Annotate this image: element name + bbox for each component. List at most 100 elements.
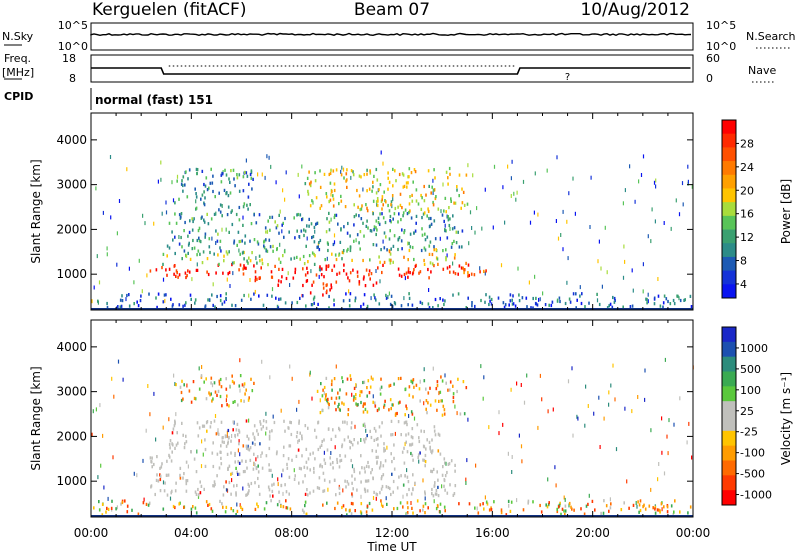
data-cell	[396, 486, 399, 490]
data-cell	[467, 296, 469, 300]
data-cell	[195, 470, 198, 474]
data-cell	[687, 511, 689, 515]
scatter-speck	[254, 289, 256, 294]
data-cell	[382, 263, 384, 267]
data-cell	[479, 503, 482, 507]
data-cell	[296, 213, 298, 217]
scatter-speck	[469, 210, 472, 215]
data-cell	[209, 393, 211, 397]
data-cell	[412, 488, 414, 492]
data-cell	[654, 511, 657, 515]
data-cell	[194, 490, 197, 494]
data-cell	[202, 250, 205, 254]
data-cell	[556, 299, 559, 303]
data-cell	[333, 303, 335, 307]
colorbar-tick-label: 1000	[740, 342, 768, 355]
data-cell	[128, 304, 131, 308]
scatter-speck	[608, 402, 610, 407]
colorbar-tick-label: 20	[740, 184, 754, 197]
scatter-speck	[249, 278, 251, 282]
data-cell	[349, 271, 352, 275]
scatter-speck	[419, 379, 421, 384]
data-cell	[337, 405, 339, 409]
data-cell	[383, 190, 385, 194]
data-cell	[190, 450, 192, 454]
data-cell	[208, 245, 211, 249]
data-cell	[335, 493, 337, 497]
data-cell	[228, 250, 230, 254]
data-cell	[353, 467, 355, 471]
data-cell	[211, 509, 214, 513]
data-cell	[226, 252, 229, 256]
data-cell	[333, 188, 336, 193]
colorbar-swatch	[722, 401, 736, 417]
data-cell	[354, 477, 356, 481]
data-cell	[206, 188, 209, 192]
data-cell	[432, 306, 434, 310]
data-cell	[231, 471, 234, 475]
data-cell	[451, 227, 454, 231]
scatter-speck	[566, 280, 568, 285]
colorbar-swatch	[722, 202, 736, 217]
data-cell	[301, 508, 304, 512]
data-cell	[400, 474, 402, 478]
data-cell	[295, 435, 298, 439]
data-cell	[230, 169, 232, 173]
data-cell	[185, 434, 187, 438]
data-cell	[179, 473, 181, 477]
data-cell	[411, 436, 414, 440]
data-cell	[242, 470, 245, 474]
data-cell	[231, 261, 234, 265]
data-cell	[544, 303, 547, 307]
data-cell	[326, 448, 329, 452]
scatter-speck	[539, 297, 541, 302]
data-cell	[233, 381, 235, 385]
scatter-speck	[599, 445, 601, 449]
data-cell	[231, 379, 234, 384]
data-cell	[333, 377, 336, 381]
data-cell	[187, 251, 189, 255]
data-cell	[353, 239, 355, 243]
data-cell	[210, 381, 212, 385]
scatter-speck	[375, 496, 377, 501]
data-cell	[303, 233, 305, 238]
data-cell	[381, 198, 383, 202]
data-cell	[243, 293, 245, 298]
colorbar-swatch	[722, 270, 736, 285]
data-cell	[360, 480, 362, 484]
data-cell	[561, 507, 564, 511]
data-cell	[385, 296, 388, 300]
data-cell	[227, 428, 230, 433]
data-cell	[447, 176, 449, 180]
scatter-speck	[523, 400, 526, 405]
data-cell	[392, 217, 394, 221]
scatter-speck	[424, 496, 426, 501]
data-cell	[198, 387, 201, 391]
data-cell	[219, 377, 222, 382]
data-cell	[376, 178, 379, 182]
data-cell	[217, 389, 220, 393]
data-cell	[361, 204, 363, 208]
data-cell	[263, 244, 265, 248]
data-cell	[467, 271, 469, 275]
data-cell	[344, 454, 347, 458]
data-cell	[458, 264, 461, 268]
data-cell	[235, 491, 237, 495]
data-cell	[409, 195, 411, 199]
scatter-speck	[644, 368, 646, 373]
panel-frame	[90, 319, 694, 518]
data-cell	[285, 490, 288, 494]
scatter-speck	[231, 478, 233, 483]
data-cell	[171, 431, 174, 435]
data-cell	[372, 477, 374, 481]
data-cell	[234, 451, 236, 456]
data-cell	[322, 286, 325, 290]
scatter-speck	[615, 447, 618, 452]
data-cell	[226, 488, 228, 492]
data-cell	[359, 510, 362, 514]
data-cell	[414, 170, 417, 174]
data-cell	[490, 508, 493, 512]
data-cell	[383, 405, 385, 409]
scatter-speck	[446, 214, 448, 219]
data-cell	[409, 232, 412, 236]
